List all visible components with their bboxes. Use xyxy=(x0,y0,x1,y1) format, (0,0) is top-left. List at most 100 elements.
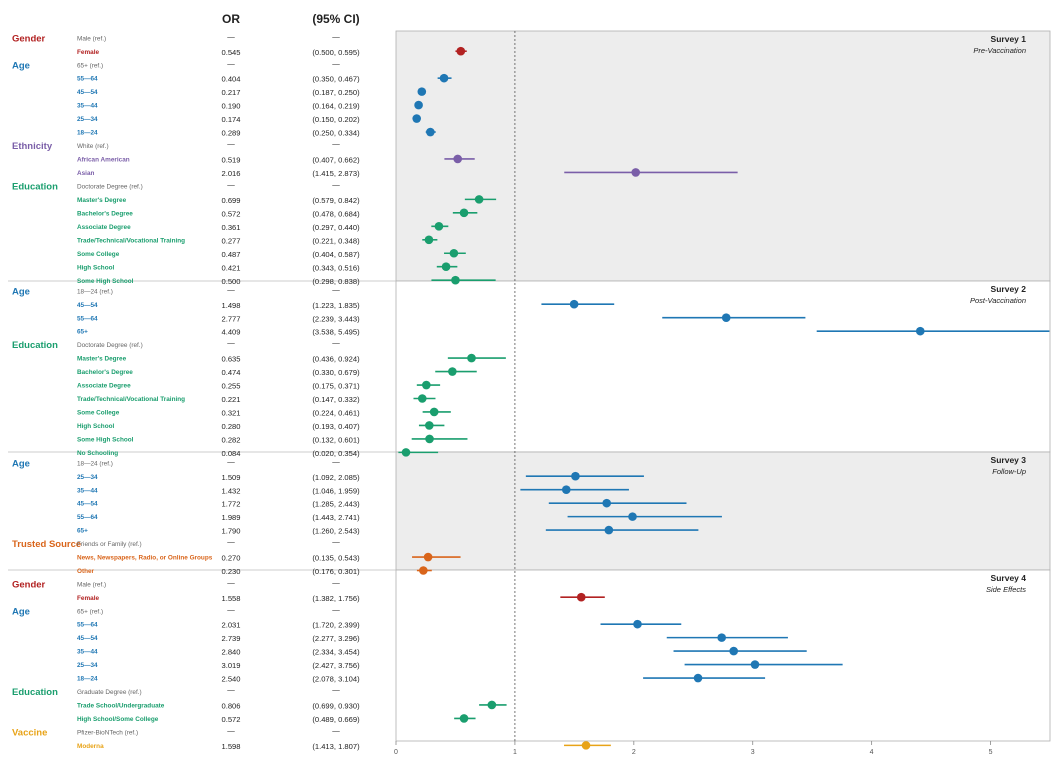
p4-vaccine-moderna-ci-value: (1.413, 1.807) xyxy=(312,742,360,751)
p1-age-55-64-label: 55—64 xyxy=(77,76,98,83)
p1-age-45-54-ci-value: (0.187, 0.250) xyxy=(312,88,360,97)
p1-ethnicity-african-american-or-value: 0.519 xyxy=(221,156,240,165)
p3-age-55-64-or-value: 1.989 xyxy=(221,513,240,522)
p2-age-18-24-ref-label: 18—24 (ref.) xyxy=(77,288,113,295)
p1-age-35-44-label: 35—44 xyxy=(77,103,98,110)
p4-education-high-school-some-college-label: High School/Some College xyxy=(77,716,159,723)
p3-age-65-or-value: 1.790 xyxy=(221,527,240,536)
p2-education-high-school-point xyxy=(424,421,434,430)
p1-education-high-school-or-value: 0.421 xyxy=(221,263,240,272)
p4-age-65-ref-label: 65+ (ref.) xyxy=(77,608,103,615)
p3-age-55-64-label: 55—64 xyxy=(77,514,98,521)
ci-column-header: (95% CI) xyxy=(312,12,359,26)
p4-age-65-ref-ci-dash: — xyxy=(332,605,340,614)
table-separators xyxy=(8,280,396,571)
p3-age-18-24-ref-ci-dash: — xyxy=(332,457,340,466)
p4-age-18-24-point xyxy=(693,673,703,683)
p4-gender-female-point xyxy=(576,592,586,602)
p4-education-trade-school-undergraduate-point xyxy=(487,700,497,710)
p4-age-55-64-or-value: 2.031 xyxy=(221,621,240,630)
p2-education-doctorate-degree-ref-or-dash: — xyxy=(227,339,235,348)
p4-education-graduate-degree-ref-ci-dash: — xyxy=(332,686,340,695)
p4-education-graduate-degree-ref-or-dash: — xyxy=(227,686,235,695)
p3-age-35-44-ci-value: (1.046, 1.959) xyxy=(312,486,360,495)
panel-1-title: Survey 1 xyxy=(991,34,1027,44)
p2-education-master-s-degree-ci-value: (0.436, 0.924) xyxy=(312,355,360,364)
group-label-gender: Gender xyxy=(12,33,46,44)
p2-education-master-s-degree-point xyxy=(467,353,476,363)
group-label-age: Age xyxy=(12,458,30,469)
p1-education-bachelor-s-degree-ci-value: (0.478, 0.684) xyxy=(312,209,360,218)
p1-education-master-s-degree-or-value: 0.699 xyxy=(221,196,240,205)
p1-ethnicity-white-ref-ci-dash: — xyxy=(332,140,340,149)
p2-age-18-24-ref-ci-dash: — xyxy=(332,285,340,294)
p1-education-associate-degree-or-value: 0.361 xyxy=(221,223,240,232)
p1-education-doctorate-degree-ref-ci-dash: — xyxy=(332,180,340,189)
p1-age-65-ref-or-dash: — xyxy=(227,59,235,68)
p1-education-bachelor-s-degree-or-value: 0.572 xyxy=(221,209,240,218)
p2-education-some-high-school-ci-value: (0.132, 0.601) xyxy=(312,436,360,445)
p2-age-55-64-or-value: 2.777 xyxy=(221,314,240,323)
p1-education-doctorate-degree-ref-or-dash: — xyxy=(227,180,235,189)
x-axis: 0 1 2 3 4 5 xyxy=(394,741,993,756)
p3-age-18-24-ref-or-dash: — xyxy=(227,457,235,466)
p3-trusted-source-friends-or-family-ref-or-dash: — xyxy=(227,538,235,547)
p3-age-35-44-point xyxy=(561,485,571,494)
p2-age-45-54-point xyxy=(569,299,579,309)
p3-age-55-64-ci-value: (1.443, 2.741) xyxy=(312,513,360,522)
p1-ethnicity-white-ref-label: White (ref.) xyxy=(77,143,109,150)
p1-education-some-college-label: Some College xyxy=(77,251,120,258)
x-tick-label-4: 4 xyxy=(870,749,874,756)
panel-4-subtitle: Side Effects xyxy=(986,585,1026,594)
column-headers: OR (95% CI) xyxy=(222,12,360,26)
p3-trusted-source-news-newspapers-radio-or-online-groups-ci-value: (0.135, 0.543) xyxy=(312,554,360,563)
p2-education-no-schooling-or-value: 0.084 xyxy=(221,449,240,458)
p1-education-high-school-label: High School xyxy=(77,264,115,271)
p1-ethnicity-african-american-label: African American xyxy=(77,157,130,164)
p4-age-45-54-label: 45—54 xyxy=(77,635,98,642)
p1-age-35-44-point xyxy=(414,100,423,110)
p3-age-35-44-label: 35—44 xyxy=(77,487,98,494)
p3-trusted-source-news-newspapers-radio-or-online-groups-point xyxy=(423,552,433,562)
p2-education-associate-degree-or-value: 0.255 xyxy=(221,382,240,391)
p3-trusted-source-news-newspapers-radio-or-online-groups-label: News, Newspapers, Radio, or Online Group… xyxy=(77,555,213,562)
panel-1-background xyxy=(395,30,1051,282)
p2-education-trade-technical-vocational-training-or-value: 0.221 xyxy=(221,395,240,404)
x-tick-label-0: 0 xyxy=(394,749,398,756)
x-tick-label-2: 2 xyxy=(632,749,636,756)
p2-education-no-schooling-label: No Schooling xyxy=(77,450,118,457)
group-label-ethnicity: Ethnicity xyxy=(12,141,53,152)
p4-vaccine-moderna-label: Moderna xyxy=(77,743,104,750)
p1-education-trade-technical-vocational-training-point xyxy=(424,235,434,245)
p1-age-65-ref-ci-dash: — xyxy=(332,59,340,68)
p2-education-some-college-or-value: 0.321 xyxy=(221,409,240,418)
p2-age-65-ci-value: (3.538, 5.495) xyxy=(312,328,360,337)
group-label-education: Education xyxy=(12,687,58,698)
p1-education-some-college-ci-value: (0.404, 0.587) xyxy=(312,250,360,259)
panel-backgrounds xyxy=(395,30,1051,742)
p2-education-some-high-school-point xyxy=(425,434,434,444)
p1-age-18-24-label: 18—24 xyxy=(77,130,98,137)
p4-age-35-44-point xyxy=(729,646,739,656)
p4-age-55-64-label: 55—64 xyxy=(77,622,98,629)
p2-age-45-54-ci-value: (1.223, 1.835) xyxy=(312,301,360,310)
p1-gender-female-ci-value: (0.500, 0.595) xyxy=(312,48,360,57)
p1-ethnicity-african-american-point xyxy=(453,154,463,164)
p4-age-45-54-or-value: 2.739 xyxy=(221,634,240,643)
p3-age-18-24-ref-label: 18—24 (ref.) xyxy=(77,460,113,467)
p4-age-18-24-label: 18—24 xyxy=(77,676,98,683)
p1-gender-male-ref-label: Male (ref.) xyxy=(77,35,106,42)
p4-gender-female-or-value: 1.558 xyxy=(221,594,240,603)
p4-gender-male-ref-or-dash: — xyxy=(227,578,235,587)
p1-education-high-school-ci-value: (0.343, 0.516) xyxy=(312,263,360,272)
p2-age-65-point xyxy=(915,326,925,336)
group-label-education: Education xyxy=(12,182,58,193)
p4-gender-male-ref-label: Male (ref.) xyxy=(77,581,106,588)
p2-education-some-college-ci-value: (0.224, 0.461) xyxy=(312,409,360,418)
p3-age-25-34-or-value: 1.509 xyxy=(221,473,240,482)
p2-education-trade-technical-vocational-training-label: Trade/Technical/Vocational Training xyxy=(77,396,185,403)
p1-gender-male-ref-or-dash: — xyxy=(227,32,235,41)
p2-education-no-schooling-ci-value: (0.020, 0.354) xyxy=(312,449,360,458)
p1-education-doctorate-degree-ref-label: Doctorate Degree (ref.) xyxy=(77,184,143,191)
p3-age-65-ci-value: (1.260, 2.543) xyxy=(312,527,360,536)
